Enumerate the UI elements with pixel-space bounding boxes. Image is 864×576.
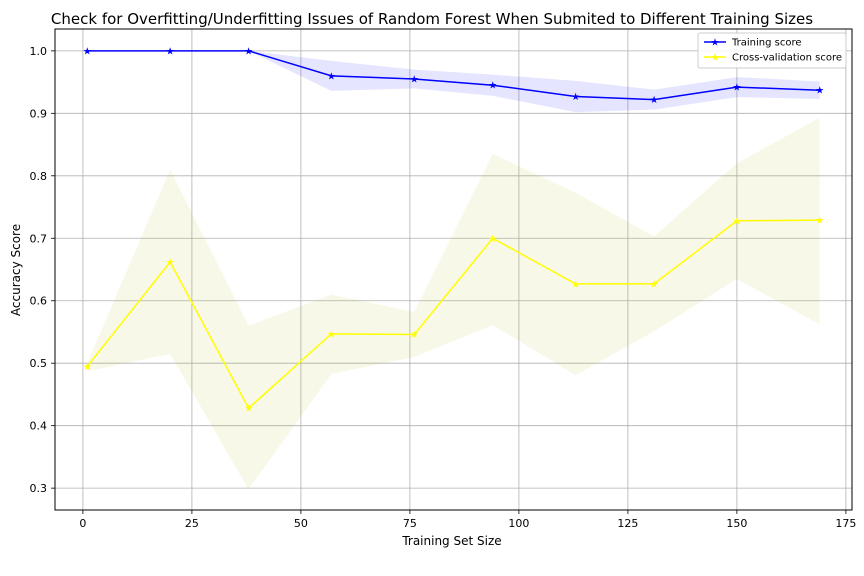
- point-cv: ★: [244, 404, 253, 415]
- point-cv: ★: [732, 216, 741, 227]
- point-training: ★: [815, 86, 824, 97]
- point-cv: ★: [815, 216, 824, 227]
- y-tick-label: 0.9: [30, 107, 48, 120]
- point-training: ★: [571, 92, 580, 103]
- point-training: ★: [166, 46, 175, 57]
- legend-label-cv: Cross-validation score: [732, 53, 842, 64]
- x-tick-label: 50: [294, 517, 308, 530]
- y-tick-label: 0.3: [30, 482, 48, 495]
- y-tick-label: 0.8: [30, 170, 48, 183]
- y-axis-label: Accuracy Score: [9, 224, 23, 316]
- legend-marker-training: ★: [711, 38, 720, 49]
- y-tick-label: 0.6: [30, 295, 48, 308]
- point-cv: ★: [83, 362, 92, 373]
- point-training: ★: [410, 74, 419, 85]
- legend: ★ Training score ★ Cross-validation scor…: [698, 33, 846, 68]
- x-axis-ticks: 0 25 50 75 100 125 150 175: [79, 510, 856, 530]
- x-tick-label: 125: [617, 517, 638, 530]
- y-tick-label: 0.4: [30, 420, 48, 433]
- point-cv: ★: [571, 279, 580, 290]
- y-axis-ticks: 0.3 0.4 0.5 0.6 0.7 0.8 0.9 1.0: [30, 45, 56, 495]
- x-tick-label: 0: [79, 517, 86, 530]
- point-training: ★: [83, 46, 92, 57]
- chart-title: Check for Overfitting/Underfitting Issue…: [51, 10, 813, 28]
- confidence-bands: [87, 51, 819, 490]
- point-training: ★: [244, 46, 253, 57]
- point-cv: ★: [410, 330, 419, 341]
- y-tick-label: 0.5: [30, 357, 48, 370]
- point-cv: ★: [166, 258, 175, 269]
- point-training: ★: [327, 71, 336, 82]
- point-training: ★: [650, 95, 659, 106]
- point-training: ★: [488, 81, 497, 92]
- x-tick-label: 75: [403, 517, 417, 530]
- y-tick-label: 0.7: [30, 232, 48, 245]
- point-cv: ★: [650, 279, 659, 290]
- point-cv: ★: [488, 234, 497, 245]
- point-cv: ★: [327, 329, 336, 340]
- x-tick-label: 150: [726, 517, 747, 530]
- x-tick-label: 100: [508, 517, 529, 530]
- y-tick-label: 1.0: [30, 45, 48, 58]
- legend-marker-cv: ★: [711, 53, 720, 64]
- x-tick-label: 175: [835, 517, 856, 530]
- band-cv: [87, 118, 819, 490]
- x-tick-label: 25: [185, 517, 199, 530]
- legend-label-training: Training score: [731, 38, 802, 49]
- point-training: ★: [732, 83, 741, 94]
- x-axis-label: Training Set Size: [401, 534, 501, 548]
